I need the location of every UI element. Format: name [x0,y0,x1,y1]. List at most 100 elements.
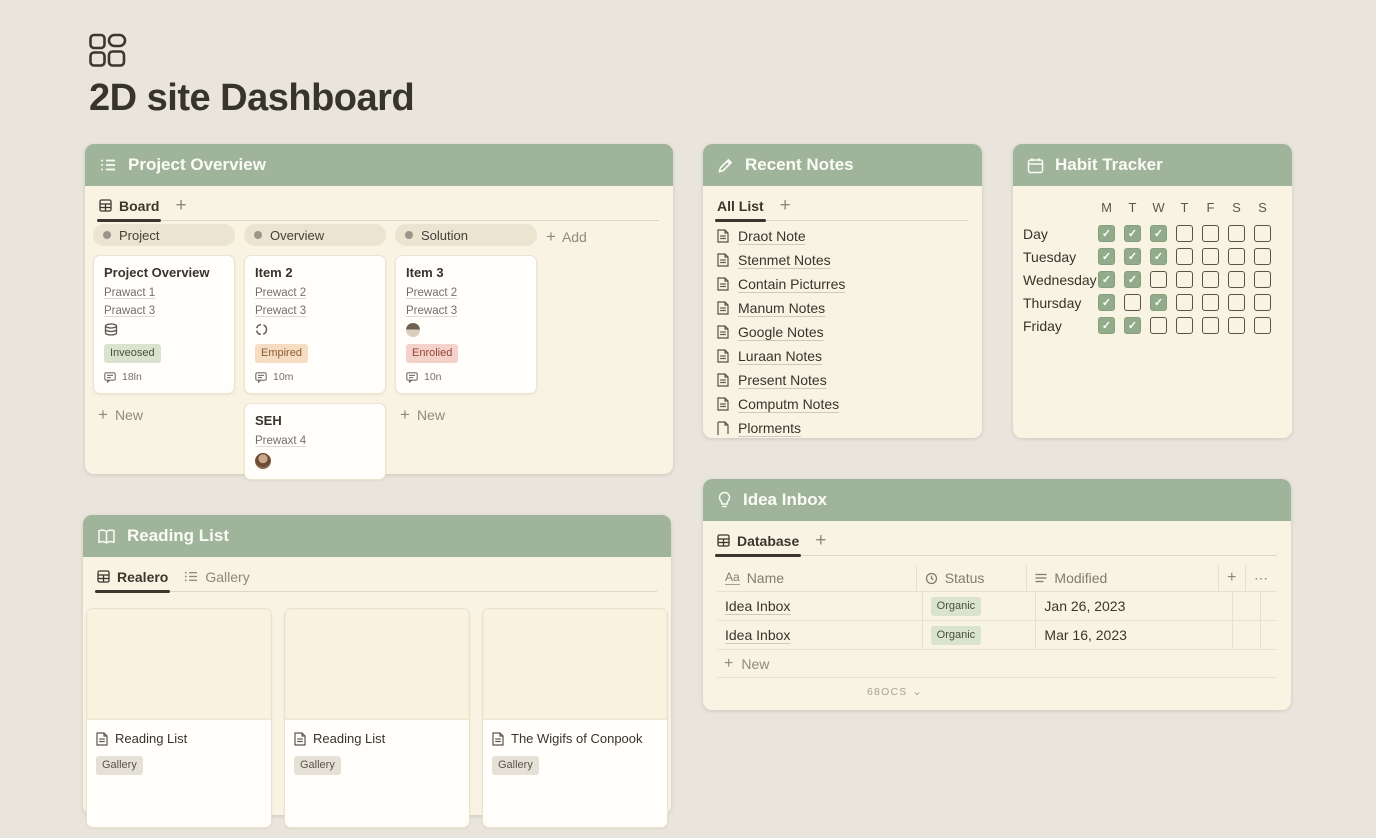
habit-checkbox[interactable] [1124,248,1141,265]
habit-checkbox[interactable] [1098,271,1115,288]
document-icon [717,349,729,363]
note-link[interactable]: Computm Notes [703,392,982,416]
kanban-card[interactable]: Item 3 Prewact 2 Prewact 3 Enrolied [395,255,537,394]
table-footer-calc[interactable]: 68OCS ⌄ [867,685,922,699]
habit-checkbox[interactable] [1202,271,1219,288]
card-line: Prewact 2 [255,287,307,299]
habit-checkbox[interactable] [1124,225,1141,242]
comment-icon [255,371,267,383]
new-card-button[interactable]: + New [98,405,143,424]
note-link[interactable]: Draot Note [703,224,982,248]
status-tag[interactable]: Enrolied [406,344,459,363]
table-header-row: Aa Name Status [717,565,1277,592]
table-row[interactable]: Idea Inbox Organic Jan 26, 2023 [717,592,1277,621]
new-row-button[interactable]: + New [717,650,1277,678]
column-header-overview[interactable]: Overview [244,224,386,246]
habit-checkbox[interactable] [1254,294,1271,311]
tab-realero[interactable]: Realero [94,562,171,593]
modified-date: Mar 16, 2023 [1044,627,1127,643]
habit-checkbox[interactable] [1228,248,1245,265]
note-link[interactable]: Plorments [703,416,982,438]
habit-checkbox[interactable] [1098,317,1115,334]
habit-checkbox[interactable] [1176,225,1193,242]
habit-checkbox[interactable] [1124,294,1141,311]
column-header-project[interactable]: Project [93,224,235,246]
plus-icon: + [546,227,556,246]
day-header: S [1258,200,1267,215]
habit-checkbox[interactable] [1202,248,1219,265]
tab-database[interactable]: Database [714,526,802,557]
new-card-button[interactable]: + New [400,405,445,424]
pencil-icon [717,157,734,174]
habit-checkbox[interactable] [1228,271,1245,288]
habit-checkbox[interactable] [1176,317,1193,334]
status-tag: Organic [930,625,982,645]
habit-checkbox[interactable] [1176,271,1193,288]
column-header-modified[interactable]: Modified [1027,565,1219,591]
habit-checkbox[interactable] [1150,317,1167,334]
note-link[interactable]: Stenmet Notes [703,248,982,272]
habit-checkbox[interactable] [1254,317,1271,334]
dashboard-logo-icon [89,33,414,69]
add-view-button[interactable]: + [175,195,187,216]
habit-checkbox[interactable] [1098,248,1115,265]
column-header-solution[interactable]: Solution [395,224,537,246]
add-view-button[interactable]: + [779,195,791,216]
habit-checkbox[interactable] [1124,271,1141,288]
kanban-card[interactable]: Project Overview Prawact 1 Prawact 3 Inv… [93,255,235,394]
kanban-card[interactable]: Item 2 Prewact 2 Prewact 3 Empired [244,255,386,394]
row-name[interactable]: Idea Inbox [725,627,791,643]
bulleted-list-icon [99,156,117,174]
avatar [255,453,271,469]
note-link[interactable]: Manum Notes [703,296,982,320]
habit-checkbox[interactable] [1176,248,1193,265]
status-tag[interactable]: Empired [255,344,308,363]
more-options-icon[interactable]: ⋯ [1254,569,1269,586]
gallery-card[interactable]: Reading List Gallery [86,608,272,828]
row-name[interactable]: Idea Inbox [725,598,791,614]
day-header: S [1232,200,1241,215]
habit-checkbox[interactable] [1254,248,1271,265]
add-column-button[interactable]: + Add [546,227,587,246]
kanban-card[interactable]: SEH Prewaxt 4 [244,403,386,480]
tab-gallery[interactable]: Gallery [184,562,250,592]
add-view-button[interactable]: + [815,530,827,551]
table-row[interactable]: Idea Inbox Organic Mar 16, 2023 [717,621,1277,650]
habit-checkbox[interactable] [1124,317,1141,334]
habit-checkbox[interactable] [1150,271,1167,288]
note-link[interactable]: Contain Picturres [703,272,982,296]
note-link[interactable]: Luraan Notes [703,344,982,368]
tab-label: Gallery [205,568,250,585]
document-icon [294,731,306,746]
habit-checkbox[interactable] [1228,317,1245,334]
habit-checkbox[interactable] [1150,294,1167,311]
habit-checkbox[interactable] [1150,225,1167,242]
add-property-button[interactable]: + [1219,565,1246,591]
modified-date: Jan 26, 2023 [1044,598,1126,614]
column-header-status[interactable]: Status [917,565,1028,591]
tab-board[interactable]: Board [96,191,162,222]
note-link[interactable]: Present Notes [703,368,982,392]
habit-checkbox[interactable] [1254,225,1271,242]
status-tag[interactable]: Inveosed [104,344,161,363]
column-header-name[interactable]: Aa Name [717,565,917,591]
gallery-card[interactable]: The Wigifs of Conpook Gallery [482,608,668,828]
habit-checkbox[interactable] [1254,271,1271,288]
table-icon [97,570,110,583]
habit-row: Thursday [1023,291,1282,314]
habit-checkbox[interactable] [1176,294,1193,311]
habit-checkbox[interactable] [1228,225,1245,242]
tab-all-list[interactable]: All List [715,191,766,222]
habit-checkbox[interactable] [1202,294,1219,311]
habit-checkbox[interactable] [1098,294,1115,311]
habit-checkbox[interactable] [1202,225,1219,242]
habit-checkbox[interactable] [1098,225,1115,242]
habit-checkbox[interactable] [1228,294,1245,311]
gallery-card[interactable]: Reading List Gallery [284,608,470,828]
habit-checkbox[interactable] [1150,248,1167,265]
note-link[interactable]: Google Notes [703,320,982,344]
project-overview-header: Project Overview [85,144,673,186]
gallery-tag: Gallery [96,756,143,775]
habit-checkbox[interactable] [1202,317,1219,334]
gallery-grid: Reading List Gallery Reading List Galler… [86,608,668,838]
